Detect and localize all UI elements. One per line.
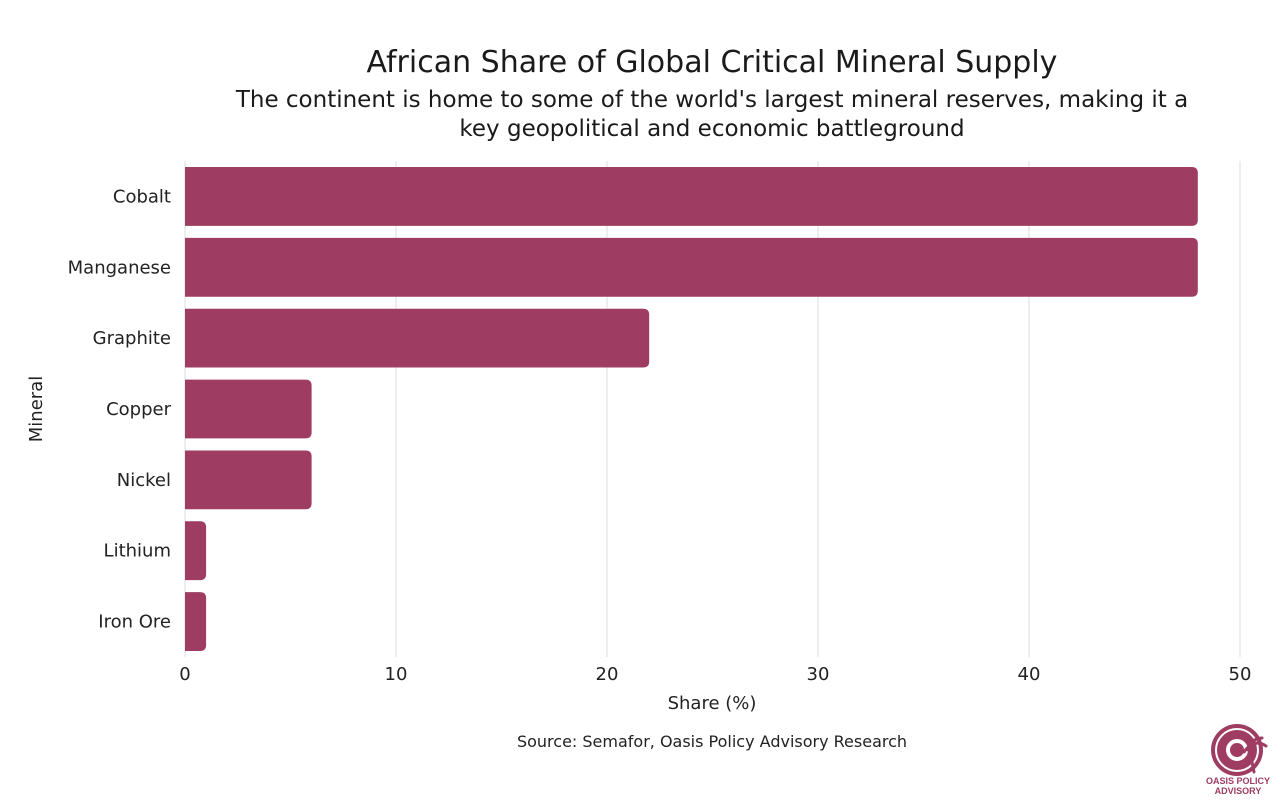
chart-title: African Share of Global Critical Mineral… — [367, 45, 1058, 80]
x-axis-title: Share (%) — [668, 693, 757, 714]
bar-nickel — [185, 450, 312, 510]
source-note: Source: Semafor, Oasis Policy Advisory R… — [517, 732, 907, 751]
x-tick-label: 30 — [807, 664, 830, 685]
category-labels: Cobalt Manganese Graphite Copper Nickel Lithi… — [68, 186, 172, 632]
y-axis-title: Mineral — [26, 376, 47, 442]
category-label-iron-ore: Iron Ore — [98, 612, 171, 633]
category-label-graphite: Graphite — [93, 328, 171, 349]
bar-manganese — [185, 237, 1198, 297]
category-label-lithium: Lithium — [104, 541, 171, 562]
category-label-nickel: Nickel — [117, 470, 171, 491]
bar-graphite — [185, 308, 650, 368]
bar-lithium — [185, 521, 207, 581]
x-tick-label: 0 — [179, 664, 190, 685]
logo-text-line-1: OASIS POLICY — [1206, 776, 1270, 786]
category-label-copper: Copper — [106, 399, 172, 420]
chart-subtitle-line-1: The continent is home to some of the wor… — [235, 87, 1188, 113]
x-tick-label: 40 — [1018, 664, 1041, 685]
x-tick-label: 50 — [1229, 664, 1252, 685]
category-label-cobalt: Cobalt — [113, 186, 171, 207]
category-label-manganese: Manganese — [68, 257, 171, 278]
x-tick-labels: 0 10 20 30 40 50 — [179, 664, 1251, 685]
x-tick-label: 10 — [385, 664, 408, 685]
bars — [185, 167, 1198, 651]
bar-iron-ore — [185, 592, 207, 651]
logo-text-line-2: ADVISORY — [1215, 786, 1262, 796]
bar-copper — [185, 379, 312, 439]
x-tick-label: 20 — [596, 664, 619, 685]
bar-cobalt — [185, 167, 1198, 226]
oasis-policy-advisory-logo: OASIS POLICY ADVISORY — [1206, 724, 1270, 796]
gridlines — [184, 161, 1241, 657]
chart-subtitle-line-2: key geopolitical and economic battlegrou… — [459, 116, 964, 142]
